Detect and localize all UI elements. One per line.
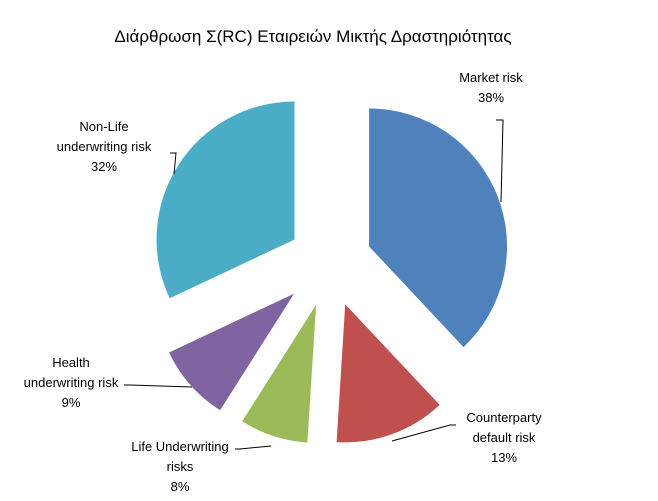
- label-name-line: Health: [52, 355, 90, 370]
- label-name-line: risks: [167, 459, 194, 474]
- leader-market-risk: [496, 119, 504, 203]
- data-labels: Market risk 38% Counterparty default risk 13…: [24, 70, 542, 494]
- label-name-line: default risk: [473, 430, 536, 445]
- label-percent: 9%: [62, 395, 81, 410]
- slice-market-risk: [369, 108, 508, 348]
- chart-title: Διάρθρωση Σ(RC) Εταιρειών Μικτής Δραστηρ…: [114, 27, 511, 46]
- leader-non-life-underwriting-risk: [170, 152, 177, 175]
- leader-health-underwriting-risk: [124, 384, 193, 388]
- slice-life-underwriting-risks: [242, 304, 317, 443]
- slice-non-life-underwriting-risk: [156, 101, 295, 299]
- label-health-underwriting-risk: Health underwriting risk 9%: [24, 355, 119, 410]
- leader-lines: [124, 119, 504, 450]
- label-name-line: Life Underwriting: [131, 439, 229, 454]
- label-name-line: Counterparty: [466, 410, 542, 425]
- pie-slices: [156, 101, 508, 443]
- label-name-line: underwriting risk: [24, 375, 119, 390]
- label-name-line: Non-Life: [79, 119, 128, 134]
- label-percent: 13%: [491, 450, 517, 465]
- label-name-line: Market risk: [459, 70, 523, 85]
- label-percent: 32%: [91, 159, 117, 174]
- label-non-life-underwriting-risk: Non-Life underwriting risk 32%: [57, 119, 152, 174]
- label-name-line: underwriting risk: [57, 139, 152, 154]
- slice-health-underwriting-risk: [169, 293, 294, 411]
- slice-counterparty-default-risk: [336, 304, 440, 443]
- label-counterparty-default-risk: Counterparty default risk 13%: [466, 410, 542, 465]
- label-market-risk: Market risk 38%: [459, 70, 523, 105]
- leader-counterparty-default-risk: [391, 424, 456, 442]
- label-life-underwriting-risks: Life Underwriting risks 8%: [131, 439, 229, 494]
- leader-life-underwriting-risks: [235, 445, 272, 450]
- label-percent: 38%: [478, 90, 504, 105]
- label-percent: 8%: [171, 479, 190, 494]
